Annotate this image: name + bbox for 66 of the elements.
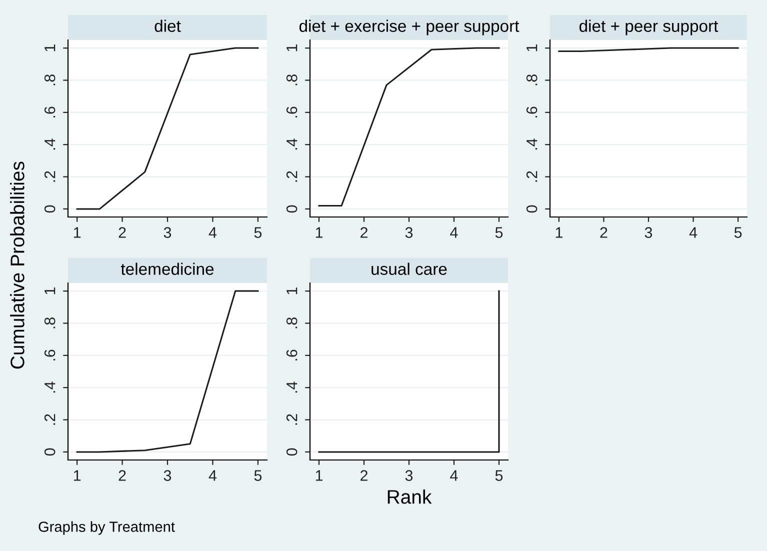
x-tick-label: 4 [450,470,458,481]
chart-title: diet [154,20,181,32]
x-tick-label: 5 [734,227,742,238]
y-tick-label: 0 [286,205,298,213]
y-tick-label: .8 [286,74,298,86]
x-tick-label: 1 [74,227,81,238]
y-tick-label: .6 [526,106,538,118]
x-tick-label: 5 [495,470,503,481]
x-tick-label: 4 [208,227,217,238]
y-tick-label: .8 [286,318,298,328]
x-tick-label: 5 [254,227,262,238]
x-tick-label: 4 [450,227,458,238]
y-tick-label: .2 [526,171,538,182]
y-tick-label: .4 [286,138,298,150]
y-tick-label: 1 [286,44,298,52]
line-series [76,47,259,210]
chart-title: diet + peer support [579,20,718,36]
chart-title: telemedicine [120,262,214,275]
text: Graphs by Treatment [38,521,175,535]
y-tick-label: .6 [44,106,56,118]
y-tick-label: .6 [286,106,298,118]
y-tick-label: .4 [44,138,56,150]
y-tick-label: 1 [526,44,538,52]
x-tick-label: 3 [405,227,413,238]
y-tick-label: .4 [526,138,538,150]
y-tick-label: 0 [44,205,56,213]
line-series [318,47,500,206]
x-tick-label: 4 [208,470,217,481]
y-tick-label: 0 [286,448,298,456]
y-tick-label: .2 [44,171,56,182]
x-tick-label: 3 [644,227,652,238]
y-tick-label: .8 [44,318,56,328]
chart-title: diet + exercise + peer support [299,20,520,36]
x-tick-label: 2 [360,227,368,238]
x-tick-label: 4 [689,227,698,238]
y-tick-label: .6 [286,350,298,360]
y-tick-label: .2 [44,414,56,425]
x-tick-label: 5 [495,227,503,238]
y-tick-label: 0 [526,205,538,213]
chart-title: usual care [372,262,447,275]
y-tick-label: .8 [44,74,56,86]
y-tick-label: 1 [44,44,56,52]
x-tick-label: 2 [600,227,608,238]
y-tick-label: .2 [286,171,298,182]
x-tick-label: 2 [118,227,126,238]
y-tick-label: 1 [44,288,56,294]
x-tick-label: 3 [164,227,172,238]
x-axis-title: Rank [388,490,432,504]
y-axis-title: Cumulative Probabilities [10,162,24,369]
y-tick-label: .2 [286,414,298,425]
x-tick-label: 3 [405,470,413,481]
y-tick-label: .4 [286,382,298,393]
x-tick-label: 5 [254,470,262,481]
x-tick-label: 3 [164,470,172,481]
x-tick-label: 2 [118,470,126,481]
y-tick-label: .8 [526,74,538,86]
y-tick-label: 0 [44,448,56,456]
line-series [76,290,259,453]
x-tick-label: 1 [556,227,562,238]
x-tick-label: 1 [316,227,323,238]
y-tick-label: 1 [286,288,298,294]
x-tick-label: 2 [360,470,368,481]
y-tick-label: .6 [44,350,56,360]
x-tick-label: 1 [74,470,81,481]
x-tick-label: 1 [316,470,323,481]
y-tick-label: .4 [44,382,56,393]
